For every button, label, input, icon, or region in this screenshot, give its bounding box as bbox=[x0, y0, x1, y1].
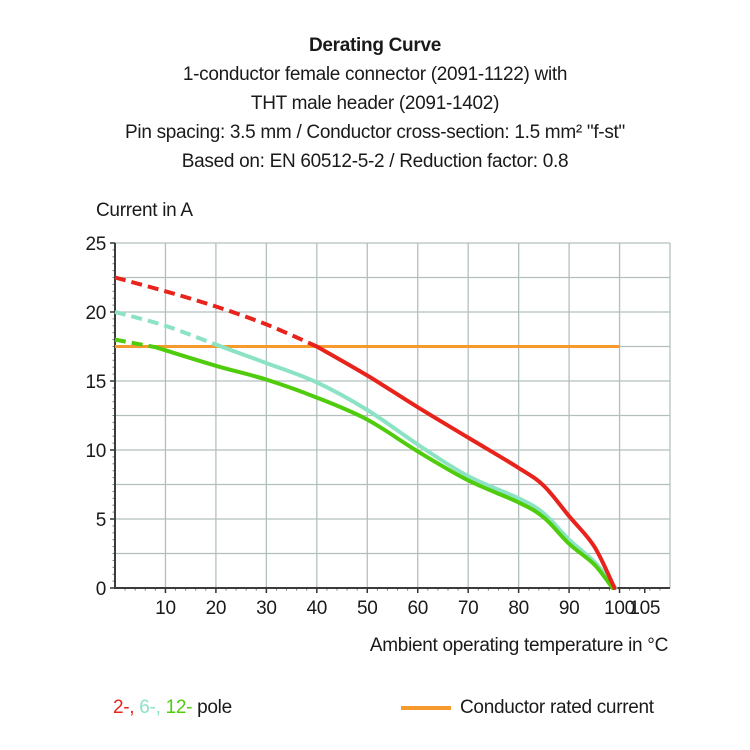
series-curves bbox=[114, 275, 620, 590]
legend-pole-label-6-pole: 6-, bbox=[139, 697, 161, 718]
chart-subtitle-line-1: 1-conductor female connector (2091-1122)… bbox=[182, 64, 568, 85]
x-tick-label: 60 bbox=[407, 598, 428, 619]
curve-12-pole-dashed bbox=[114, 337, 156, 350]
curve-12-pole-solid bbox=[153, 345, 615, 590]
x-tick-label: 100 bbox=[604, 598, 635, 619]
axes bbox=[114, 243, 670, 589]
curve-2-pole-dashed bbox=[114, 275, 318, 349]
legend-pole-label-2-pole: 2-, bbox=[113, 697, 135, 718]
y-tick-label: 0 bbox=[96, 579, 106, 600]
chart-header: Derating Curve 1-conductor female connec… bbox=[0, 31, 750, 176]
curve-2-pole-solid bbox=[314, 344, 617, 590]
legend-rated-current: Conductor rated current bbox=[401, 697, 654, 719]
y-tick-label: 20 bbox=[85, 303, 106, 324]
chart-subtitle-line-2: THT male header (2091-1402) bbox=[250, 93, 500, 114]
legend-poles: 2-, 6-, 12- pole bbox=[113, 697, 232, 719]
y-tick-label: 5 bbox=[96, 510, 106, 531]
x-tick-label: 105 bbox=[629, 598, 660, 619]
y-tick-label: 25 bbox=[85, 234, 106, 255]
legend-pole-suffix: pole bbox=[197, 697, 232, 718]
x-tick-label: 80 bbox=[508, 598, 529, 619]
x-tick-label: 50 bbox=[357, 598, 378, 619]
legend-pole-label-12-pole: 12- bbox=[165, 697, 193, 718]
chart-subtitle-line-3: Pin spacing: 3.5 mm / Conductor cross-se… bbox=[125, 122, 625, 143]
x-tick-label: 90 bbox=[559, 598, 580, 619]
curve-6-pole-solid bbox=[219, 344, 618, 590]
rated-current-label: Conductor rated current bbox=[460, 697, 654, 718]
x-tick-label: 30 bbox=[256, 598, 277, 619]
x-axis-title: Ambient operating temperature in °C bbox=[369, 635, 668, 656]
chart-title: Derating Curve bbox=[308, 35, 441, 56]
x-tick-label: 40 bbox=[307, 598, 328, 619]
y-axis-title: Current in A bbox=[96, 200, 193, 221]
y-tick-label: 10 bbox=[85, 441, 106, 462]
y-tick-label: 15 bbox=[85, 372, 106, 393]
x-tick-label: 20 bbox=[206, 598, 227, 619]
grid-lines bbox=[115, 242, 671, 588]
chart-subtitle-line-4: Based on: EN 60512-5-2 / Reduction facto… bbox=[181, 151, 569, 172]
axis-ticks bbox=[110, 242, 661, 593]
x-tick-label: 70 bbox=[458, 598, 479, 619]
curve-6-pole-dashed bbox=[114, 310, 222, 349]
x-tick-label: 10 bbox=[155, 598, 176, 619]
rated-current-line-swatch bbox=[401, 706, 451, 710]
